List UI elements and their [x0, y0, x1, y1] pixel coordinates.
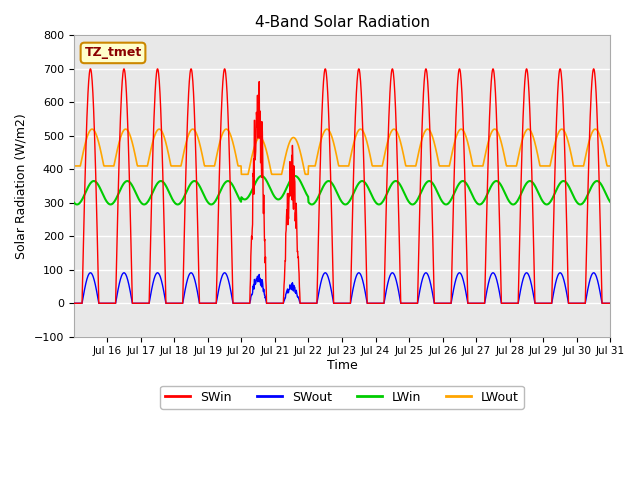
LWout — [548, 156, 556, 162]
LWin — [154, 180, 162, 186]
SWout — [154, 270, 162, 276]
SWin — [70, 300, 77, 306]
LWout — [70, 163, 77, 169]
SWout — [318, 276, 326, 282]
Title: 4-Band Solar Radiation: 4-Band Solar Radiation — [255, 15, 429, 30]
SWin — [86, 66, 94, 72]
LWin — [469, 193, 477, 199]
Y-axis label: Solar Radiation (W/m2): Solar Radiation (W/m2) — [15, 113, 28, 259]
X-axis label: Time: Time — [326, 359, 357, 372]
Line: LWout: LWout — [74, 129, 610, 174]
SWout — [606, 300, 614, 306]
Legend: SWin, SWout, LWin, LWout: SWin, SWout, LWin, LWout — [160, 386, 524, 409]
SWout — [70, 300, 77, 306]
SWin — [468, 300, 476, 306]
LWin — [74, 202, 81, 207]
SWout — [328, 290, 336, 296]
Line: SWin: SWin — [74, 69, 610, 303]
SWout — [547, 300, 555, 306]
Line: SWout: SWout — [74, 273, 610, 303]
LWout — [154, 127, 162, 132]
SWin — [154, 66, 162, 72]
SWin — [328, 225, 336, 231]
SWout — [468, 300, 476, 306]
SWin — [600, 300, 607, 306]
Line: LWin: LWin — [74, 176, 610, 204]
LWin — [318, 186, 326, 192]
LWin — [606, 199, 614, 204]
SWin — [318, 114, 326, 120]
LWin — [600, 186, 607, 192]
LWin — [328, 181, 336, 187]
LWout — [469, 162, 477, 168]
LWout — [606, 163, 614, 169]
LWout — [237, 171, 245, 177]
LWin — [258, 173, 266, 179]
LWout — [328, 135, 336, 141]
SWin — [606, 300, 614, 306]
SWout — [86, 270, 94, 276]
LWout — [88, 126, 96, 132]
LWin — [548, 197, 556, 203]
SWin — [547, 300, 555, 306]
LWout — [318, 133, 326, 139]
SWout — [600, 300, 607, 306]
LWin — [70, 199, 77, 205]
Text: TZ_tmet: TZ_tmet — [84, 47, 141, 60]
LWout — [600, 147, 607, 153]
